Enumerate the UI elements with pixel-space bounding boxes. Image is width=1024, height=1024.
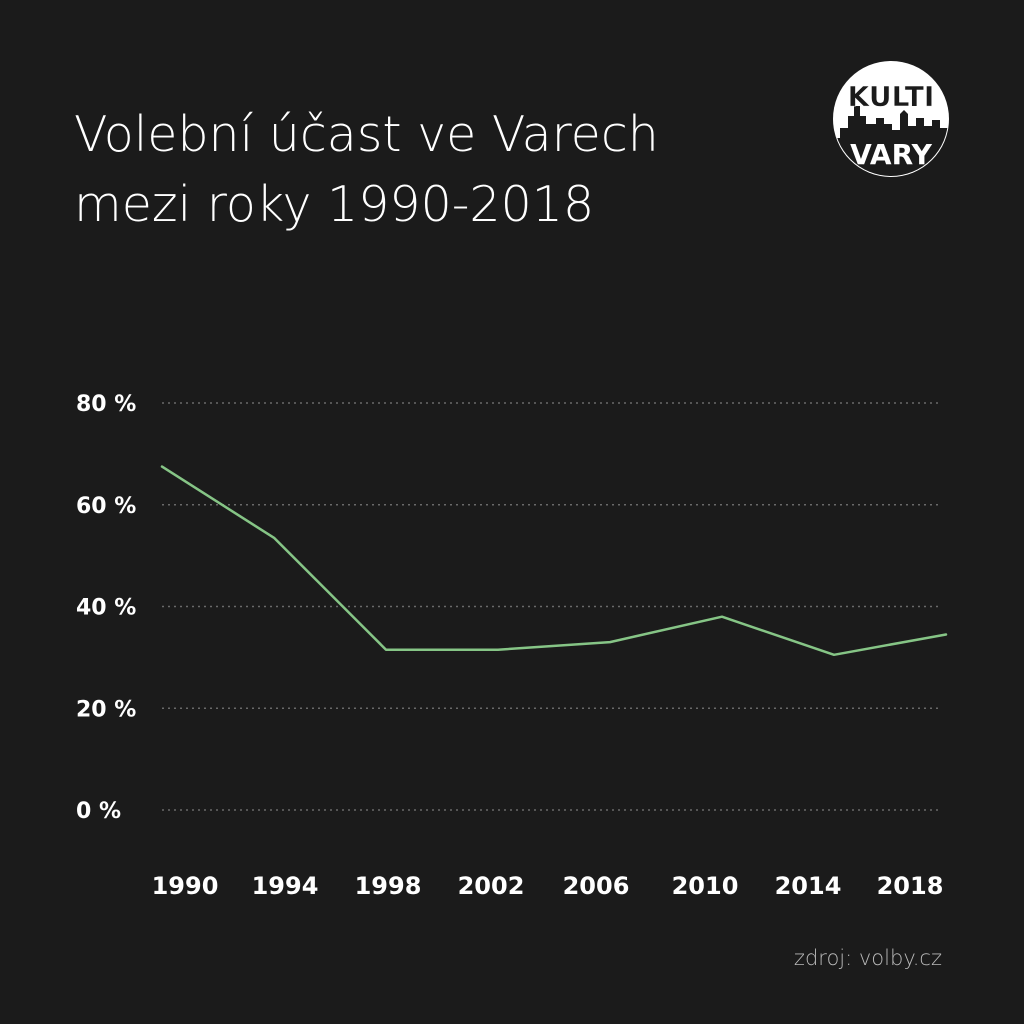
logo-text-bottom: VARY — [850, 138, 932, 171]
city-skyline-icon — [834, 106, 948, 176]
x-tick-label: 2014 — [775, 872, 842, 900]
y-tick-label: 40 % — [76, 596, 136, 621]
x-tick-label: 2006 — [563, 872, 630, 900]
y-tick-label: 0 % — [76, 799, 121, 824]
chart-title: Volební účast ve Varech mezi roky 1990-2… — [74, 100, 659, 240]
x-tick-label: 2018 — [877, 872, 944, 900]
kulti-vary-logo: KULTI VARY — [833, 61, 949, 177]
x-tick-label: 2002 — [458, 872, 525, 900]
y-tick-label: 20 % — [76, 697, 136, 722]
series-line — [160, 465, 948, 657]
chart-series — [160, 465, 948, 657]
x-tick-label: 1994 — [252, 872, 319, 900]
x-axis-ticks: 1990 1994 1998 2002 2006 2010 2014 2018 — [152, 872, 944, 900]
chart-title-line-1: Volební účast ve Varech — [74, 106, 659, 163]
y-tick-label: 60 % — [76, 494, 136, 519]
y-axis-ticks: 0 % 20 % 40 % 60 % 80 % — [76, 392, 136, 824]
chart-title-line-2: mezi roky 1990-2018 — [74, 176, 595, 233]
x-tick-label: 1990 — [152, 872, 219, 900]
source-note: zdroj: volby.cz — [793, 946, 942, 970]
x-tick-label: 1998 — [355, 872, 422, 900]
y-tick-label: 80 % — [76, 392, 136, 417]
logo-text-top: KULTI — [848, 80, 935, 113]
chart-gridlines — [162, 402, 940, 811]
x-tick-label: 2010 — [672, 872, 739, 900]
